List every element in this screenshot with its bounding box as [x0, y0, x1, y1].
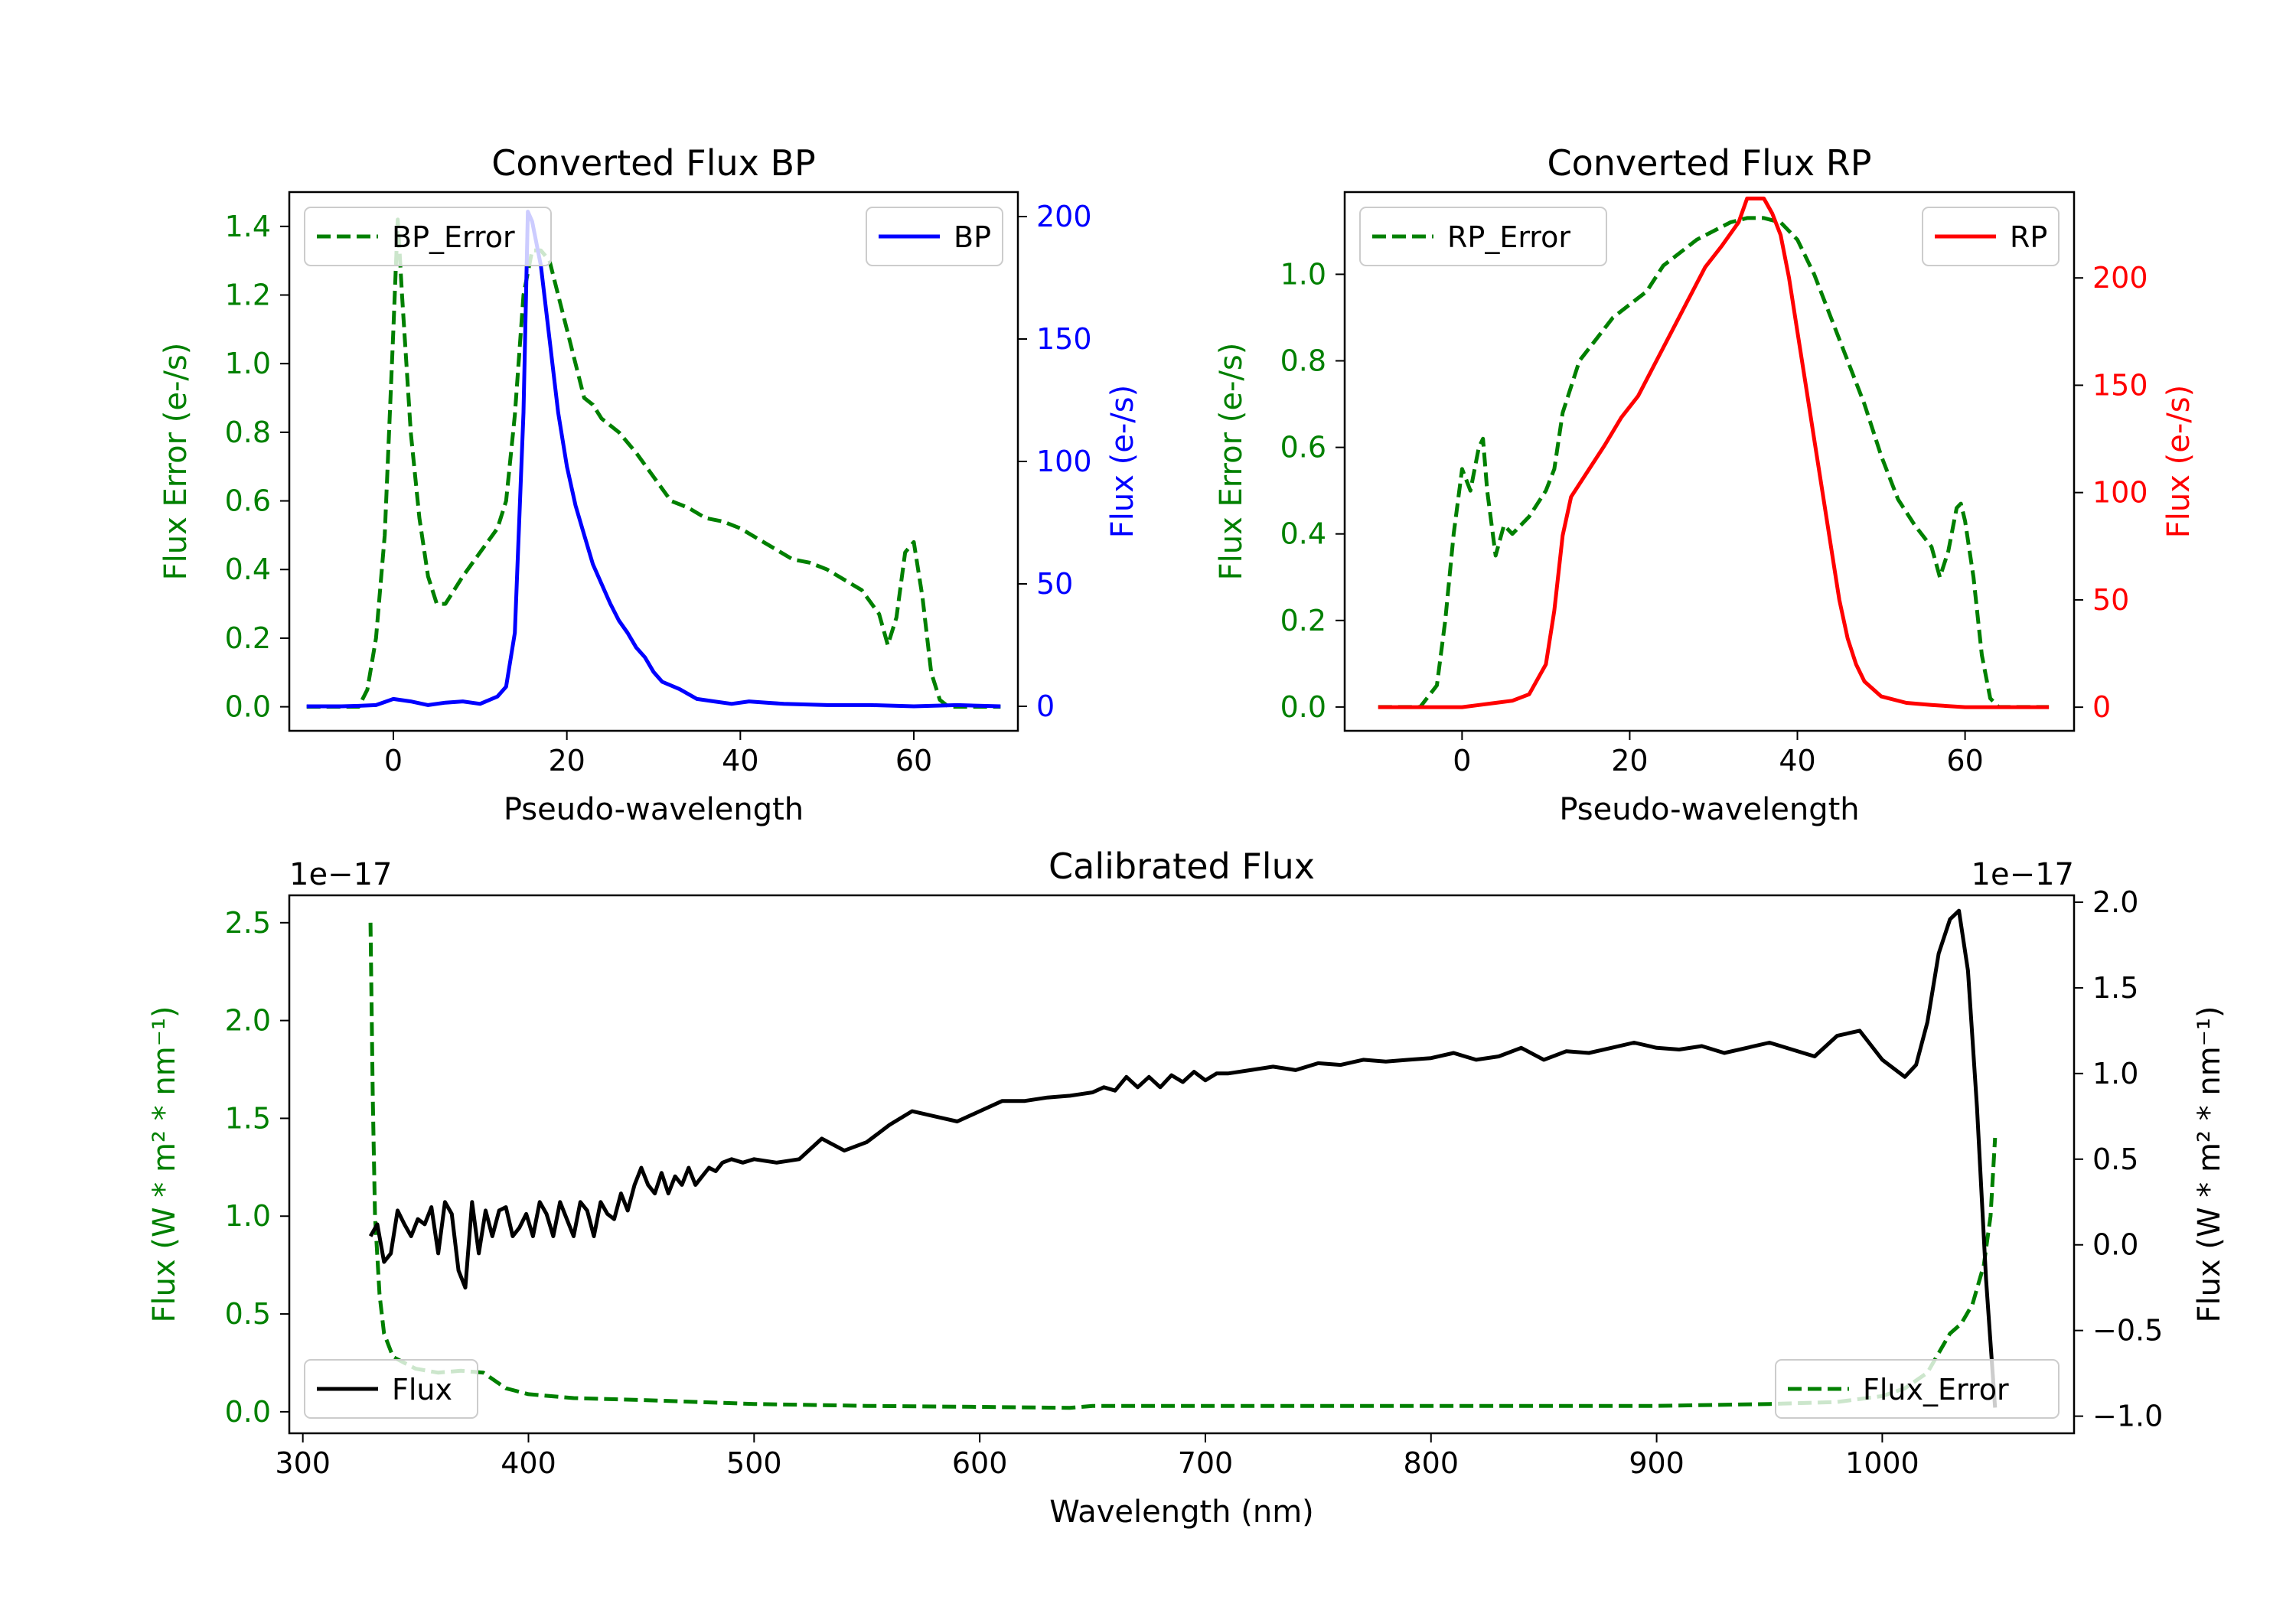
- y-left-tick-label: 2.5: [225, 906, 271, 940]
- plot-frame: [1343, 191, 2076, 732]
- legend-rp-error: RP_Error: [1359, 207, 1607, 266]
- y-left-tick-label: 0.6: [225, 484, 271, 518]
- legend-flux-error: Flux_Error: [1775, 1359, 2060, 1419]
- y-right-axis-label: Flux (W * m² * nm⁻¹): [2192, 1006, 2227, 1323]
- legend-box: [304, 1359, 478, 1419]
- series-line-bp: [306, 210, 1001, 709]
- series-line-flux-error: [368, 922, 1998, 1410]
- y-left-tick-label: 1.0: [225, 347, 271, 380]
- y-right-tick-label: 200: [2092, 261, 2148, 295]
- x-axis-label: Pseudo-wavelength: [1559, 792, 1859, 827]
- y-right-tick-label: 0.5: [2092, 1143, 2138, 1176]
- y-left-tick-label: 1.2: [225, 279, 271, 312]
- y-left-axis-label: Flux Error (e-/s): [158, 343, 194, 581]
- x-tick-label: 20: [548, 744, 585, 777]
- y-left-tick-label: 1.0: [225, 1199, 271, 1233]
- y-left-tick-label: 0.4: [225, 553, 271, 586]
- x-tick-label: 400: [501, 1446, 556, 1480]
- y-left-tick-label: 0.2: [225, 621, 271, 655]
- y-right-tick-label: −1.0: [2092, 1400, 2163, 1433]
- legend-flux: Flux: [304, 1359, 478, 1419]
- chart-bp: Converted Flux BP 0 20 40 60 Pseudo-wavelengt…: [158, 142, 1140, 827]
- y-right-tick-label: −0.5: [2092, 1314, 2163, 1348]
- x-tick-label: 60: [1946, 744, 1983, 777]
- plot-frame: [288, 191, 1019, 732]
- y-left-tick-label: 1.0: [1280, 257, 1326, 291]
- y-right-axis-label: Flux (e-/s): [1105, 385, 1140, 538]
- x-tick-label: 0: [384, 744, 403, 777]
- x-tick-label: 60: [895, 744, 932, 777]
- legend-label: BP: [954, 220, 991, 254]
- y-left-offset-label: 1e−17: [289, 857, 392, 892]
- x-tick-label: 0: [1453, 744, 1471, 777]
- y-right-tick-label: 100: [1036, 445, 1092, 478]
- y-right-tick-label: 0: [2092, 690, 2111, 724]
- legend-label: BP_Error: [392, 220, 515, 254]
- x-tick-label: 40: [1779, 744, 1815, 777]
- x-tick-label: 300: [275, 1446, 331, 1480]
- x-tick-label: 500: [726, 1446, 782, 1480]
- y-right-tick-label: 50: [1036, 567, 1073, 601]
- x-axis-label: Wavelength (nm): [1049, 1495, 1314, 1530]
- plot-frame: [288, 894, 2076, 1435]
- chart-title: Converted Flux BP: [491, 142, 816, 184]
- x-tick-label: 700: [1178, 1446, 1234, 1480]
- legend-label: RP_Error: [1447, 220, 1570, 254]
- chart-cal: Calibrated Flux 300 400 500 600 700 800 900 1000…: [147, 846, 2227, 1530]
- x-tick-label: 800: [1404, 1446, 1459, 1480]
- legend-box: [304, 207, 552, 266]
- legend-label: Flux_Error: [1863, 1373, 2009, 1407]
- x-tick-label: 40: [722, 744, 758, 777]
- legend-bp: BP: [866, 207, 1003, 266]
- y-left-tick-label: 0.5: [225, 1297, 271, 1331]
- y-right-tick-label: 0: [1036, 689, 1055, 723]
- y-right-offset-label: 1e−17: [1971, 857, 2074, 892]
- y-right-tick-label: 50: [2092, 583, 2129, 617]
- y-right-tick-label: 1.5: [2092, 971, 2138, 1005]
- x-axis-label: Pseudo-wavelength: [504, 792, 804, 827]
- x-tick-label: 20: [1611, 744, 1648, 777]
- series-line-rp: [1378, 196, 2050, 709]
- y-left-tick-label: 0.2: [1280, 604, 1326, 637]
- x-tick-label: 600: [952, 1446, 1008, 1480]
- legend-box: [1359, 207, 1607, 266]
- series-line-bp-error: [306, 217, 1001, 709]
- y-right-tick-label: 1.0: [2092, 1057, 2138, 1090]
- legend-bp-error: BP_Error: [304, 207, 552, 266]
- y-left-tick-label: 0.0: [225, 690, 271, 724]
- legend-label: RP: [2010, 220, 2047, 254]
- series-line-rp-error: [1378, 216, 2050, 709]
- y-left-tick-label: 0.0: [1280, 690, 1326, 724]
- legend-box: [1775, 1359, 2060, 1419]
- chart-title: Converted Flux RP: [1548, 142, 1872, 184]
- y-right-tick-label: 200: [1036, 200, 1092, 233]
- chart-rp: Converted Flux RP 0 20 40 60 Pseudo-wavelengt…: [1214, 142, 2197, 827]
- y-right-tick-label: 100: [2092, 476, 2148, 510]
- y-left-tick-label: 0.6: [1280, 431, 1326, 464]
- y-left-tick-label: 0.8: [225, 416, 271, 449]
- y-right-tick-label: 0.0: [2092, 1228, 2138, 1262]
- y-left-tick-label: 0.0: [225, 1395, 271, 1429]
- y-right-axis-label: Flux (e-/s): [2161, 385, 2197, 538]
- y-left-tick-label: 0.8: [1280, 344, 1326, 378]
- y-left-tick-label: 0.4: [1280, 517, 1326, 551]
- y-right-tick-label: 2.0: [2092, 885, 2138, 919]
- y-left-axis-label: Flux (W * m² * nm⁻¹): [147, 1006, 182, 1323]
- y-left-tick-label: 1.5: [225, 1101, 271, 1135]
- y-right-tick-label: 150: [2092, 368, 2148, 402]
- x-tick-label: 900: [1629, 1446, 1684, 1480]
- legend-label: Flux: [392, 1373, 452, 1407]
- x-tick-label: 1000: [1845, 1446, 1919, 1480]
- series-line-flux: [368, 908, 1998, 1408]
- y-left-tick-label: 2.0: [225, 1004, 271, 1038]
- legend-rp: RP: [1922, 207, 2060, 266]
- y-left-axis-label: Flux Error (e-/s): [1214, 343, 1249, 581]
- y-left-tick-label: 1.4: [225, 210, 271, 243]
- chart-title: Calibrated Flux: [1049, 846, 1315, 887]
- y-right-tick-label: 150: [1036, 322, 1092, 356]
